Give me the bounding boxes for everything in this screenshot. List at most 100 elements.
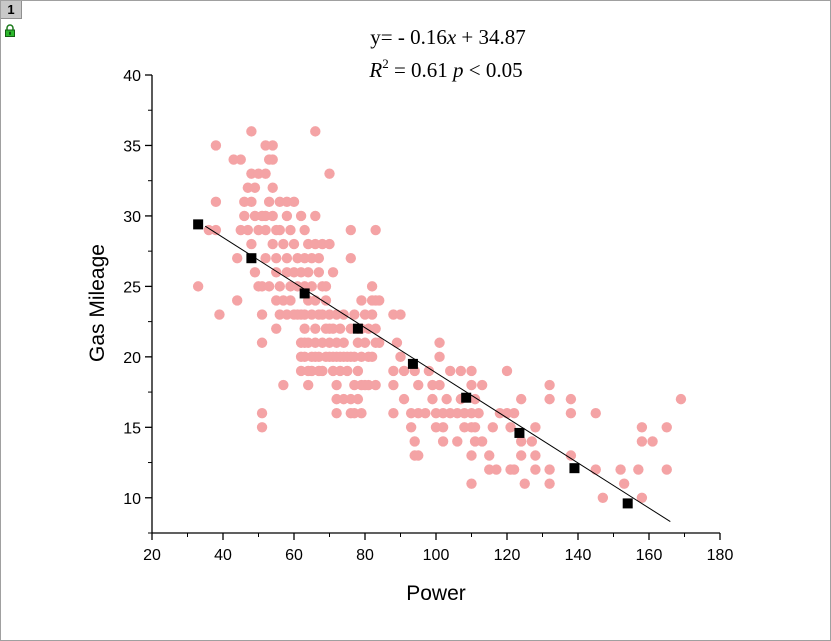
data-point xyxy=(352,365,364,377)
data-point xyxy=(636,492,648,503)
data-point xyxy=(388,408,399,419)
x-tick-label: 120 xyxy=(494,547,521,564)
x-tick-label: 60 xyxy=(285,547,303,564)
data-point xyxy=(519,478,530,489)
x-axis-title: Power xyxy=(406,582,466,605)
data-point xyxy=(256,309,268,320)
data-point xyxy=(246,196,257,208)
data-point xyxy=(267,154,278,165)
data-point xyxy=(636,436,648,447)
y-tick-label: 30 xyxy=(123,209,141,226)
data-point xyxy=(413,379,424,391)
data-points xyxy=(192,126,687,503)
data-point xyxy=(324,238,335,250)
data-point xyxy=(661,422,672,433)
mean-marker xyxy=(569,463,580,474)
data-point xyxy=(476,436,488,447)
page-tab[interactable]: 1 xyxy=(1,1,22,19)
data-point xyxy=(388,379,399,391)
data-point xyxy=(445,365,456,377)
data-point xyxy=(295,210,307,222)
data-point xyxy=(299,224,310,236)
data-point xyxy=(427,393,438,405)
data-point xyxy=(370,224,381,236)
data-point xyxy=(516,450,527,461)
data-point xyxy=(317,365,328,377)
mean-marker xyxy=(407,358,418,369)
data-point xyxy=(618,478,630,489)
data-point xyxy=(260,253,271,264)
data-point xyxy=(391,337,403,348)
data-point xyxy=(274,281,285,292)
data-point xyxy=(469,393,481,405)
data-point xyxy=(675,393,687,405)
data-point xyxy=(374,337,385,348)
data-point xyxy=(395,309,406,320)
data-point xyxy=(395,351,406,363)
data-point xyxy=(271,253,282,264)
data-point xyxy=(473,408,484,419)
data-point xyxy=(320,295,332,306)
y-axis-title: Gas Mileage xyxy=(86,244,109,362)
data-point xyxy=(505,422,516,433)
data-point xyxy=(313,253,325,264)
data-point xyxy=(327,267,339,278)
data-point xyxy=(476,379,488,391)
data-point xyxy=(434,379,445,391)
data-point xyxy=(285,224,296,236)
data-point xyxy=(299,323,310,334)
data-point xyxy=(565,393,577,405)
data-point xyxy=(530,464,541,475)
lock-icon[interactable] xyxy=(4,24,16,37)
data-point xyxy=(434,337,445,348)
y-tick-label: 40 xyxy=(123,68,141,85)
data-point xyxy=(310,210,321,222)
data-point xyxy=(636,422,648,433)
data-point xyxy=(590,408,601,419)
data-point xyxy=(508,408,520,419)
data-point xyxy=(310,295,321,306)
data-point xyxy=(501,365,513,377)
data-point xyxy=(516,393,527,405)
data-point xyxy=(544,393,555,405)
data-point xyxy=(423,365,435,377)
y-tick-label: 35 xyxy=(123,138,141,155)
data-point xyxy=(324,168,335,179)
data-point xyxy=(647,436,658,447)
data-point xyxy=(260,168,271,179)
data-point xyxy=(565,408,577,419)
data-point xyxy=(342,365,353,377)
data-point xyxy=(516,436,527,447)
mean-marker xyxy=(352,323,363,334)
mean-marker xyxy=(514,427,525,438)
data-point xyxy=(437,436,449,447)
mean-marker xyxy=(193,219,204,230)
data-point xyxy=(597,492,609,503)
data-point xyxy=(370,379,381,391)
data-point xyxy=(420,408,431,419)
data-point xyxy=(338,337,349,348)
fit-line xyxy=(204,225,671,523)
data-point xyxy=(469,422,481,433)
data-point xyxy=(508,464,520,475)
chart-annotation: y= - 0.16x + 34.87 R2 = 0.61 p < 0.05 xyxy=(368,25,525,82)
data-point xyxy=(633,464,644,475)
data-point xyxy=(466,478,477,489)
stats-text: R2 = 0.61 p < 0.05 xyxy=(368,56,522,82)
data-point xyxy=(242,224,254,236)
mean-marker xyxy=(299,288,310,299)
y-tick-label: 20 xyxy=(123,350,141,367)
data-point xyxy=(232,295,243,306)
data-point xyxy=(334,323,346,334)
fit-line-layer xyxy=(204,225,671,523)
x-tick-label: 160 xyxy=(636,547,663,564)
data-point xyxy=(484,450,495,461)
data-point xyxy=(615,464,626,475)
data-point xyxy=(256,422,268,433)
data-point xyxy=(263,281,275,292)
data-point xyxy=(232,253,243,264)
binned-mean-markers xyxy=(193,219,633,509)
mean-marker xyxy=(461,392,472,403)
data-point xyxy=(526,436,538,447)
data-point xyxy=(370,323,381,334)
